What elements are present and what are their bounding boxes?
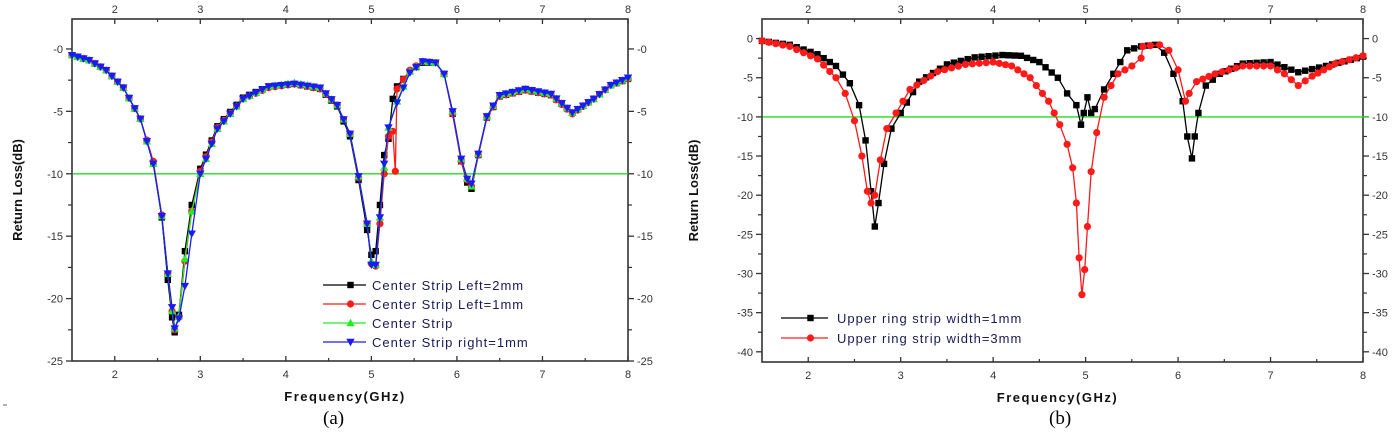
y-axis-title: Return Loss(dB)	[10, 139, 25, 241]
top-x-tick-label: 4	[990, 4, 996, 16]
legend: Center Strip Left=2mm Center Strip Left=1…	[323, 278, 529, 350]
legend-item: Center Strip Left=1mm	[323, 297, 524, 312]
x-tick-label: 3	[898, 370, 904, 382]
legend-label: Upper ring strip width=3mm	[837, 331, 1022, 346]
legend-label: Center Strip right=1mm	[372, 335, 529, 350]
legend-label: Upper ring strip width=1mm	[837, 311, 1022, 326]
top-x-tick-label: 5	[1083, 4, 1089, 16]
x-tick-label: 6	[1175, 370, 1181, 382]
y-tick-label: -20	[737, 190, 753, 202]
y-tick-label: -20	[47, 294, 63, 306]
top-x-tick-label: 2	[805, 4, 811, 16]
top-x-tick-label: 4	[283, 4, 289, 16]
top-x-tick-label: 8	[1360, 4, 1366, 16]
caption-a: (a)	[323, 408, 345, 429]
right-y-tick-label: -15	[1372, 151, 1388, 163]
right-y-tick-label: -15	[637, 231, 653, 243]
chart-panel-a: 2 2 3 3 4 4 5 5 6 6 7 7 8 8 -0 -0 -5 -5 -10 -10 -15 -15 -20 -20…	[10, 4, 653, 404]
y-tick-label: -15	[737, 151, 753, 163]
plot-frame	[761, 18, 1364, 363]
y-axis-title: Return Loss(dB)	[686, 140, 701, 242]
right-y-tick-label: -5	[637, 106, 647, 118]
y-tick-label: -25	[47, 356, 63, 368]
top-x-tick-label: 3	[197, 4, 203, 16]
plot-frame	[71, 18, 629, 362]
legend-item: Upper ring strip width=3mm	[781, 331, 1022, 346]
legend-item: Upper ring strip width=1mm	[781, 311, 1022, 326]
top-x-tick-label: 6	[454, 4, 460, 16]
x-tick-label: 8	[625, 369, 631, 381]
x-axis-title: Frequency(GHz)	[997, 390, 1118, 405]
right-y-tick-label: -40	[1372, 347, 1388, 359]
top-x-tick-label: 2	[112, 4, 118, 16]
right-y-tick-label: -5	[1372, 73, 1382, 85]
x-tick-label: 7	[539, 369, 545, 381]
legend-label: Center Strip	[372, 316, 453, 331]
caption-b: (b)	[1049, 408, 1072, 429]
top-x-tick-label: 8	[625, 4, 631, 16]
top-x-tick-label: 5	[368, 4, 374, 16]
y-tick-label: 0	[747, 34, 753, 46]
y-tick-label: -10	[47, 169, 63, 181]
x-tick-label: 4	[283, 369, 289, 381]
y-tick-label: -5	[743, 73, 753, 85]
x-tick-label: 4	[990, 370, 996, 382]
right-y-tick-label: -30	[1372, 269, 1388, 281]
top-x-tick-label: 7	[539, 4, 545, 16]
x-tick-label: 5	[1083, 370, 1089, 382]
top-x-tick-label: 6	[1175, 4, 1181, 16]
x-tick-label: 6	[454, 369, 460, 381]
top-x-tick-label: 3	[898, 4, 904, 16]
right-y-tick-label: 0	[1372, 34, 1378, 46]
y-tick-label: -15	[47, 231, 63, 243]
y-tick-label: -10	[737, 112, 753, 124]
right-y-tick-label: -25	[1372, 229, 1388, 241]
right-y-tick-label: -10	[1372, 112, 1388, 124]
x-tick-label: 2	[112, 369, 118, 381]
right-y-tick-label: -35	[1372, 308, 1388, 320]
y-tick-label: -40	[737, 347, 753, 359]
y-tick-label: -35	[737, 308, 753, 320]
right-y-tick-label: -10	[637, 169, 653, 181]
x-tick-label: 8	[1360, 370, 1366, 382]
x-tick-label: 3	[197, 369, 203, 381]
y-tick-label: -30	[737, 269, 753, 281]
x-tick-label: 5	[368, 369, 374, 381]
top-x-tick-label: 7	[1267, 4, 1273, 16]
x-tick-label: 7	[1267, 370, 1273, 382]
right-y-tick-label: -20	[637, 294, 653, 306]
y-tick-label: -5	[53, 106, 63, 118]
legend-item: Center Strip Left=2mm	[323, 278, 524, 293]
right-y-tick-label: -20	[1372, 190, 1388, 202]
legend-item: Center Strip right=1mm	[323, 335, 529, 350]
legend-item: Center Strip	[323, 316, 453, 331]
series-upper-ring-strip-width-3mm	[758, 37, 1367, 299]
y-tick-label: -25	[737, 229, 753, 241]
right-y-tick-label: -25	[637, 356, 653, 368]
x-tick-label: 2	[805, 370, 811, 382]
legend: Upper ring strip width=1mm Upper ring str…	[781, 311, 1022, 346]
legend-label: Center Strip Left=1mm	[372, 297, 524, 312]
x-axis-title: Frequency(GHz)	[284, 389, 405, 404]
chart-panel-b: 2 2 3 3 4 4 5 5 6 6 7 7 8 8 0 0 -5 -5 -10 -10 -15 -15 -20 -20 -2…	[686, 4, 1388, 405]
legend-label: Center Strip Left=2mm	[372, 278, 524, 293]
series-center-strip-right-1mm	[67, 51, 633, 333]
right-y-tick-label: -0	[637, 44, 647, 56]
y-tick-label: -0	[53, 44, 63, 56]
